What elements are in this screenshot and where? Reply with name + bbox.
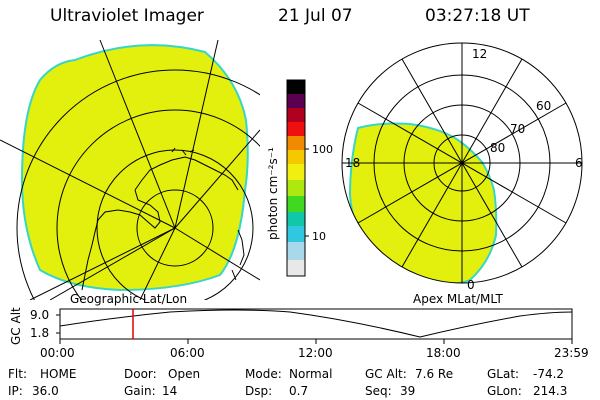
lat-label-70: 70 bbox=[510, 122, 525, 136]
dsp-key: Dsp: bbox=[245, 384, 273, 398]
altitude-timeline bbox=[56, 308, 573, 344]
mlt-label-0: 0 bbox=[467, 278, 475, 292]
mlt-label-18: 18 bbox=[345, 156, 360, 170]
timeline-xtick-0: 00:00 bbox=[40, 346, 75, 360]
timeline-xtick-6: 06:00 bbox=[170, 346, 205, 360]
colorbar bbox=[286, 79, 309, 277]
colorbar-unit-label: photon cm⁻²s⁻¹ bbox=[266, 147, 280, 240]
timeline-ytick-9: 9.0 bbox=[30, 308, 49, 322]
gain-key: Gain: bbox=[124, 384, 156, 398]
flight-value: HOME bbox=[40, 367, 77, 381]
mode-key: Mode: bbox=[245, 367, 282, 381]
door-value: Open bbox=[168, 367, 201, 381]
geographic-map-label: Geographic Lat/Lon bbox=[70, 292, 187, 306]
glat-key: GLat: bbox=[487, 367, 520, 381]
dsp-value: 0.7 bbox=[289, 384, 309, 398]
timeline-xtick-18: 18:00 bbox=[426, 346, 461, 360]
seq-value: 39 bbox=[400, 384, 416, 398]
glon-key: GLon: bbox=[487, 384, 522, 398]
gc-alt-key: GC Alt: bbox=[365, 367, 407, 381]
gc-alt-value: 7.6 Re bbox=[415, 367, 454, 381]
date-label: 21 Jul 07 bbox=[278, 6, 353, 26]
apex-map bbox=[341, 42, 583, 284]
right-emission-region bbox=[348, 122, 498, 283]
timeline-ytick-1: 1.8 bbox=[30, 326, 49, 340]
timeline-xtick-12: 12:00 bbox=[298, 346, 333, 360]
ip-key: IP: bbox=[8, 384, 23, 398]
geographic-map bbox=[0, 39, 260, 300]
lat-label-80: 80 bbox=[490, 141, 505, 155]
coastline bbox=[81, 147, 245, 291]
colorbar-tick-10: 10 bbox=[312, 230, 326, 243]
flight-key: Flt: bbox=[8, 367, 27, 381]
left-emission-region bbox=[20, 44, 249, 292]
altitude-curve bbox=[59, 309, 573, 338]
timeline-xtick-24: 23:59 bbox=[554, 346, 589, 360]
mlt-label-6: 6 bbox=[575, 156, 583, 170]
ip-value: 36.0 bbox=[32, 384, 59, 398]
seq-key: Seq: bbox=[365, 384, 392, 398]
mode-value: Normal bbox=[289, 367, 333, 381]
timeline-ylabel: GC Alt bbox=[9, 307, 23, 345]
app-title: Ultraviolet Imager bbox=[50, 6, 204, 26]
time-label: 03:27:18 UT bbox=[425, 6, 530, 26]
glat-value: -74.2 bbox=[533, 367, 565, 381]
gain-value: 14 bbox=[162, 384, 178, 398]
mlt-label-12: 12 bbox=[472, 47, 487, 61]
colorbar-tick-100: 100 bbox=[312, 143, 333, 156]
apex-map-label: Apex MLat/MLT bbox=[413, 292, 503, 306]
lat-label-60: 60 bbox=[536, 99, 551, 113]
glon-value: 214.3 bbox=[533, 384, 568, 398]
door-key: Door: bbox=[124, 367, 157, 381]
